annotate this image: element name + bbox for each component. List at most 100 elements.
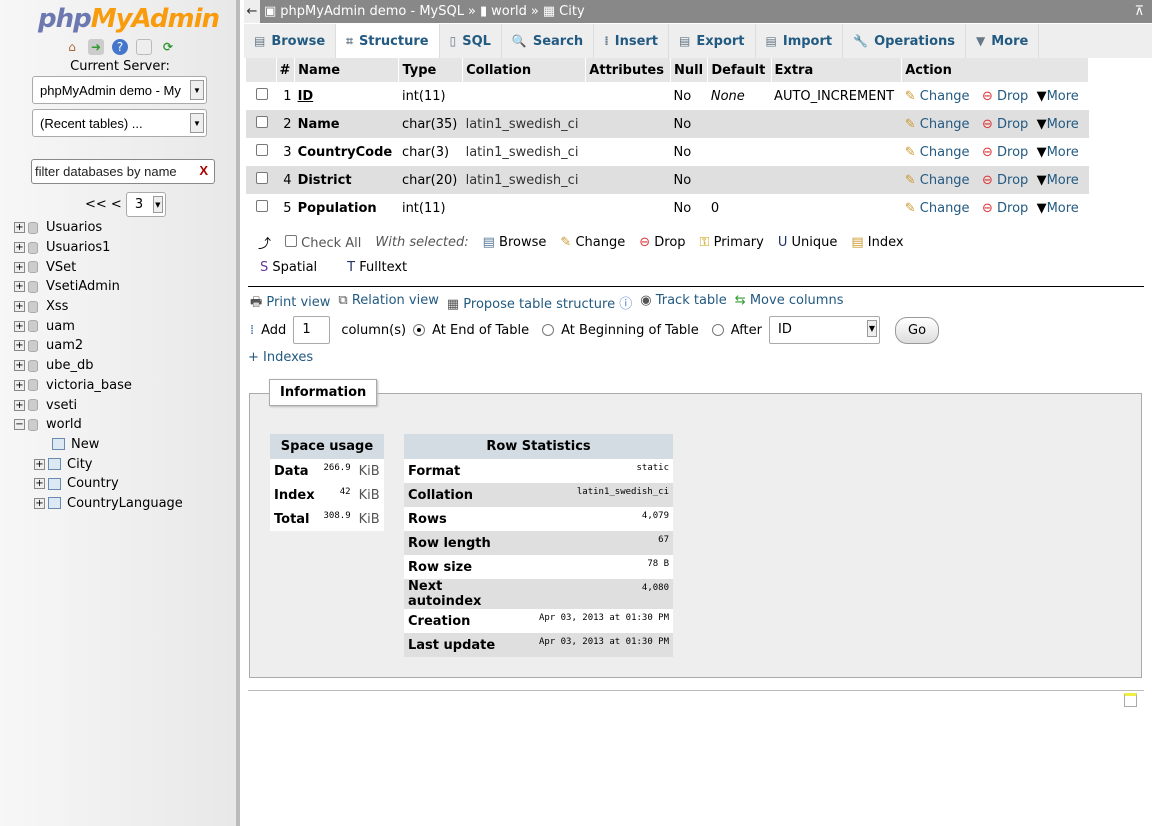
collapse-icon[interactable]: − — [14, 419, 25, 431]
add-count-input[interactable]: 1 — [293, 316, 331, 344]
expand-icon[interactable]: + — [14, 301, 25, 313]
move-columns-link[interactable]: ⇆ Move columns — [734, 293, 844, 308]
tree-table-City[interactable]: + City — [34, 456, 93, 472]
tree-db-Xss[interactable]: + Xss — [14, 299, 69, 315]
tree-db-VsetiAdmin[interactable]: + VsetiAdmin — [14, 279, 120, 295]
row-checkbox[interactable] — [256, 144, 268, 156]
print-view-link[interactable]: 🖶 Print view — [250, 295, 331, 310]
help-icon[interactable]: ? — [112, 39, 128, 55]
server-select[interactable]: phpMyAdmin demo - My ▼ — [32, 76, 207, 104]
check-all[interactable]: Check All — [285, 234, 361, 251]
breadcrumb-table[interactable]: City — [559, 4, 585, 19]
tab-structure[interactable]: ⌗ Structure — [336, 24, 440, 58]
drop-button[interactable]: ⊖ Drop — [981, 200, 1029, 216]
collapse-nav-button[interactable]: ← — [244, 0, 260, 23]
change-button[interactable]: ✎ Change — [904, 116, 970, 132]
propose-structure-link[interactable]: ▦ Propose table structure ⓘ — [446, 297, 633, 312]
tab-browse[interactable]: ▤ Browse — [244, 24, 337, 58]
help-icon[interactable]: ⓘ — [619, 297, 633, 312]
bulk-change-button[interactable]: ✎ Change — [560, 235, 626, 250]
tree-table-Country[interactable]: + Country — [34, 476, 119, 492]
row-checkbox[interactable] — [256, 172, 268, 184]
tab-search[interactable]: 🔍 Search — [502, 24, 595, 58]
more-button[interactable]: ▼More — [1036, 144, 1079, 160]
expand-icon[interactable]: + — [14, 261, 25, 273]
expand-icon[interactable]: + — [14, 379, 25, 391]
expand-icon[interactable]: + — [14, 320, 25, 332]
expand-icon[interactable]: + — [14, 242, 25, 254]
tree-db-world[interactable]: − world — [14, 417, 82, 433]
indexes-toggle[interactable]: + Indexes — [248, 350, 314, 365]
tree-db-victoria_base[interactable]: + victoria_base — [14, 377, 132, 393]
breadcrumb-server[interactable]: phpMyAdmin demo - MySQL — [280, 4, 464, 19]
database-icon: ▮ — [479, 4, 488, 19]
tree-db-Usuarios1[interactable]: + Usuarios1 — [14, 240, 111, 256]
drop-button[interactable]: ⊖ Drop — [981, 116, 1029, 132]
after-column-select[interactable]: ID ▼ — [769, 316, 880, 344]
tab-export[interactable]: ▤ Export — [669, 24, 756, 58]
expand-icon[interactable]: + — [34, 478, 45, 490]
tree-db-ube_db[interactable]: + ube_db — [14, 358, 94, 374]
bulk-fulltext-button[interactable]: T Fulltext — [347, 260, 408, 275]
page-select[interactable]: 3 ▼ — [125, 192, 166, 217]
tab-import[interactable]: ▤ Import — [756, 24, 844, 58]
change-button[interactable]: ✎ Change — [904, 144, 970, 160]
console-icon[interactable] — [1124, 693, 1137, 707]
expand-icon[interactable]: + — [14, 360, 25, 372]
relation-view-link[interactable]: ⧉ Relation view — [338, 293, 439, 308]
go-button[interactable]: Go — [895, 316, 940, 344]
row-checkbox[interactable] — [256, 200, 268, 212]
radio-after[interactable] — [711, 324, 724, 336]
more-button[interactable]: ▼More — [1036, 116, 1079, 132]
bulk-browse-button[interactable]: ▤ Browse — [482, 235, 547, 250]
logo[interactable]: phpMyAdmin — [38, 4, 220, 34]
pager-prev[interactable]: << < — [85, 197, 122, 212]
expand-icon[interactable]: + — [14, 399, 25, 411]
change-button[interactable]: ✎ Change — [904, 172, 970, 188]
tree-db-Usuarios[interactable]: + Usuarios — [14, 220, 103, 236]
tab-insert[interactable]: ⁞ Insert — [594, 24, 670, 58]
bulk-drop-button[interactable]: ⊖ Drop — [639, 235, 686, 250]
radio-end[interactable] — [413, 324, 426, 336]
track-table-link[interactable]: ◉ Track table — [640, 293, 727, 308]
column-header: Null — [670, 58, 709, 82]
recent-tables-select[interactable]: (Recent tables) ... ▼ — [32, 109, 207, 137]
change-button[interactable]: ✎ Change — [904, 200, 970, 216]
row-checkbox[interactable] — [256, 116, 268, 128]
more-button[interactable]: ▼More — [1036, 200, 1079, 216]
tree-table-New[interactable]: New — [14, 435, 183, 455]
scroll-top-icon[interactable]: ⊼ — [1134, 4, 1144, 19]
drop-button[interactable]: ⊖ Drop — [981, 88, 1029, 104]
tab-sql[interactable]: ▯ SQL — [440, 24, 502, 58]
bulk-unique-button[interactable]: U Unique — [777, 235, 838, 250]
bulk-primary-button[interactable]: ⚿ Primary — [699, 235, 764, 250]
docs-icon[interactable] — [136, 39, 152, 55]
tree-db-uam2[interactable]: + uam2 — [14, 338, 84, 354]
bulk-index-button[interactable]: ▤ Index — [851, 235, 904, 250]
expand-icon[interactable]: + — [14, 281, 25, 293]
bulk-spatial-button[interactable]: S Spatial — [260, 260, 318, 275]
tab-operations[interactable]: 🔧 Operations — [843, 24, 967, 58]
expand-icon[interactable]: + — [34, 458, 45, 470]
tree-db-vseti[interactable]: + vseti — [14, 397, 78, 413]
breadcrumb-db[interactable]: world — [491, 4, 527, 19]
more-button[interactable]: ▼More — [1036, 172, 1079, 188]
drop-button[interactable]: ⊖ Drop — [981, 144, 1029, 160]
clear-icon[interactable]: X — [199, 163, 208, 178]
tree-db-uam[interactable]: + uam — [14, 318, 75, 334]
expand-icon[interactable]: + — [14, 222, 25, 234]
home-icon[interactable]: ⌂ — [68, 40, 76, 54]
tree-table-CountryLanguage[interactable]: + CountryLanguage — [34, 495, 183, 511]
more-button[interactable]: ▼More — [1036, 88, 1079, 104]
tree-db-VSet[interactable]: + VSet — [14, 259, 77, 275]
tab-more[interactable]: ▼ More — [966, 24, 1040, 58]
reload-icon[interactable]: ⟳ — [162, 40, 174, 54]
drop-button[interactable]: ⊖ Drop — [981, 172, 1029, 188]
expand-icon[interactable]: + — [34, 497, 45, 509]
row-checkbox[interactable] — [256, 88, 268, 100]
radio-beginning[interactable] — [542, 324, 555, 336]
filter-databases-input[interactable]: filter databases by name X — [31, 159, 215, 184]
logout-icon[interactable]: ➜ — [88, 39, 104, 55]
change-button[interactable]: ✎ Change — [904, 88, 970, 104]
expand-icon[interactable]: + — [14, 340, 25, 352]
